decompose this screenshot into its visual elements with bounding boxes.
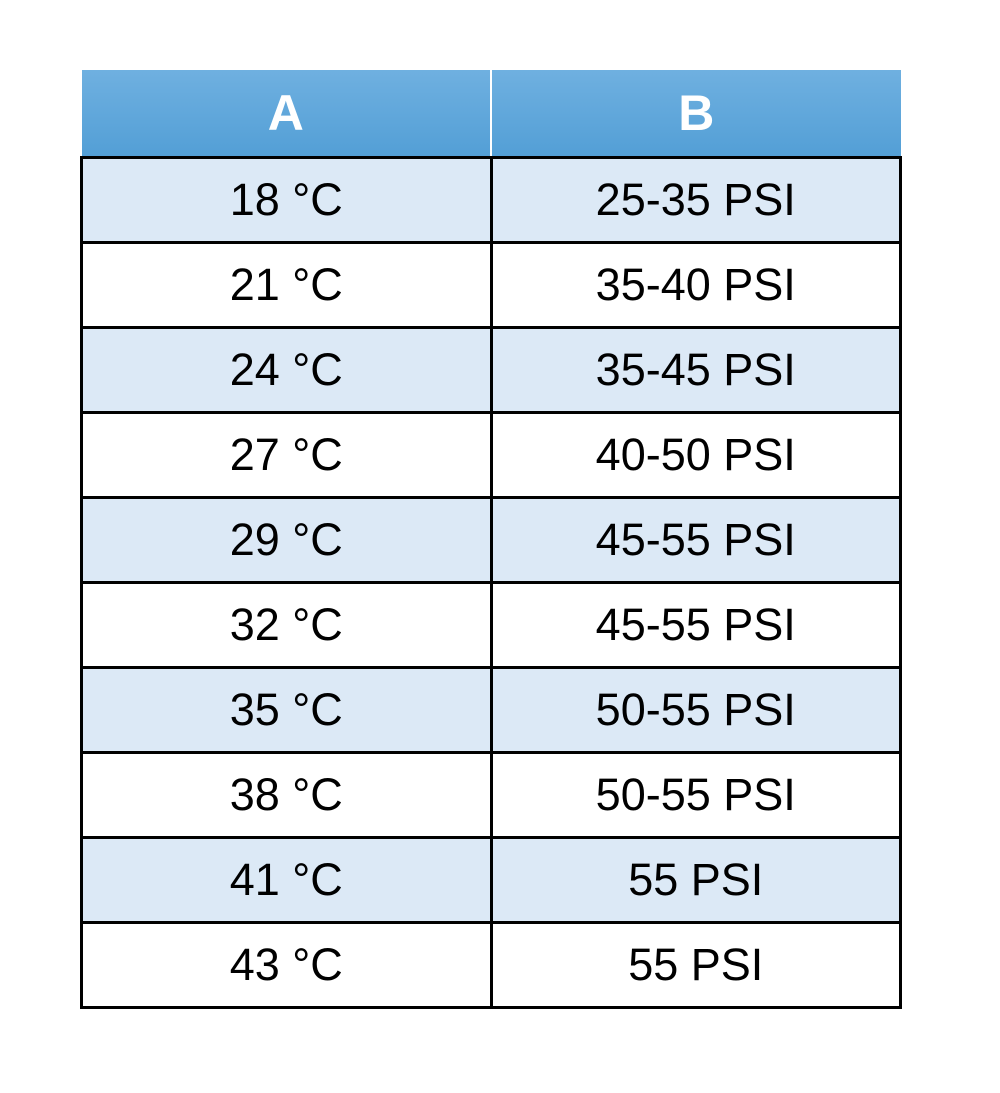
header-row: A B (81, 70, 901, 158)
cell-pressure: 25-35 PSI (489, 156, 902, 244)
cell-pressure: 40-50 PSI (489, 411, 902, 499)
cell-temperature: 29 °C (80, 496, 493, 584)
table-row: 29 °C 45-55 PSI (80, 496, 902, 584)
temperature-pressure-table: A B 18 °C 25-35 PSI 21 °C 35-40 PSI 24 °… (80, 70, 902, 1009)
cell-temperature: 27 °C (80, 411, 493, 499)
cell-pressure: 55 PSI (489, 921, 902, 1009)
table-row: 24 °C 35-45 PSI (80, 326, 902, 414)
cell-pressure: 35-40 PSI (489, 241, 902, 329)
cell-pressure: 50-55 PSI (489, 751, 902, 839)
table-row: 41 °C 55 PSI (80, 836, 902, 924)
table-row: 35 °C 50-55 PSI (80, 666, 902, 754)
header-cell-a: A (81, 70, 491, 158)
cell-temperature: 41 °C (80, 836, 493, 924)
cell-pressure: 45-55 PSI (489, 581, 902, 669)
cell-temperature: 32 °C (80, 581, 493, 669)
table-body: 18 °C 25-35 PSI 21 °C 35-40 PSI 24 °C 35… (80, 156, 902, 1009)
cell-temperature: 35 °C (80, 666, 493, 754)
cell-temperature: 43 °C (80, 921, 493, 1009)
cell-pressure: 55 PSI (489, 836, 902, 924)
table-row: 38 °C 50-55 PSI (80, 751, 902, 839)
cell-pressure: 35-45 PSI (489, 326, 902, 414)
cell-temperature: 21 °C (80, 241, 493, 329)
cell-pressure: 50-55 PSI (489, 666, 902, 754)
table-header: A B (81, 70, 901, 158)
table-row: 32 °C 45-55 PSI (80, 581, 902, 669)
cell-temperature: 24 °C (80, 326, 493, 414)
table-row: 21 °C 35-40 PSI (80, 241, 902, 329)
table-row: 43 °C 55 PSI (80, 921, 902, 1009)
table-row: 18 °C 25-35 PSI (80, 156, 902, 244)
cell-temperature: 38 °C (80, 751, 493, 839)
cell-temperature: 18 °C (80, 156, 493, 244)
cell-pressure: 45-55 PSI (489, 496, 902, 584)
header-cell-b: B (490, 70, 901, 158)
table-row: 27 °C 40-50 PSI (80, 411, 902, 499)
